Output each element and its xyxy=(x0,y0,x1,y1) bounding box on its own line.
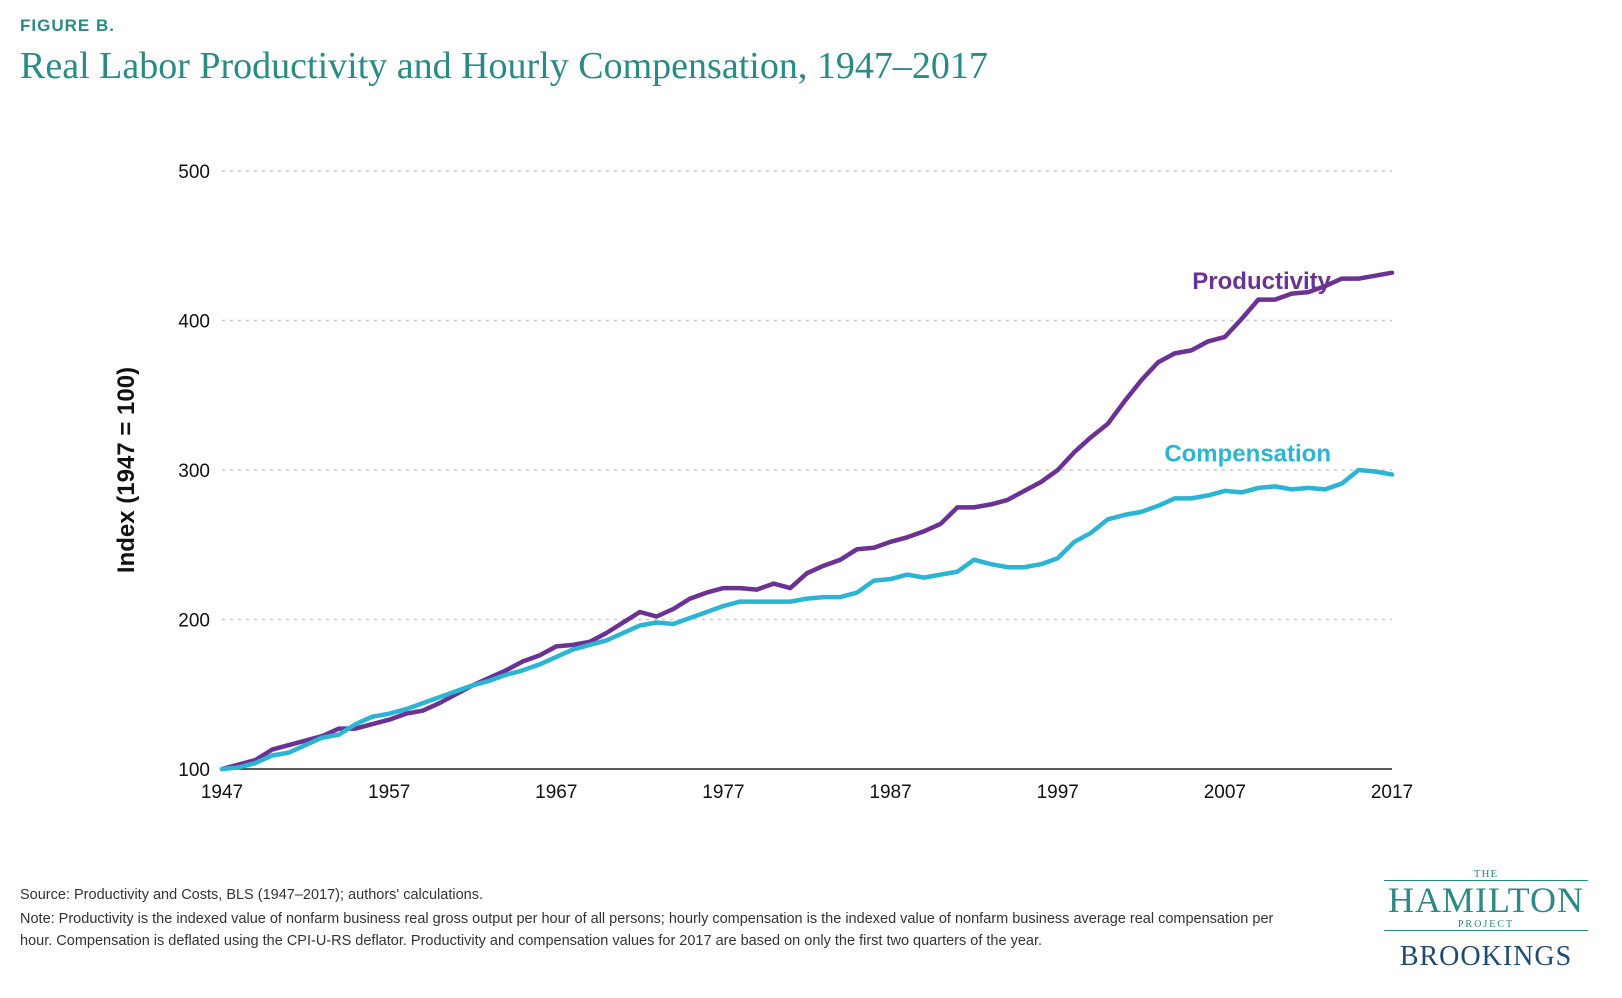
y-tick-label: 200 xyxy=(178,611,210,632)
logo-hamilton-box: HAMILTON PROJECT xyxy=(1384,880,1588,931)
x-tick-label: 1947 xyxy=(201,782,243,803)
y-tick-label: 400 xyxy=(178,312,210,333)
logo-brookings: BROOKINGS xyxy=(1399,941,1573,972)
chart-axes: 100 200 300 400 500 1947 1957 1967 1977 1987 1997 2… xyxy=(178,162,1413,803)
logo-hamilton: HAMILTON xyxy=(1387,880,1584,920)
x-tick-label: 2017 xyxy=(1371,782,1413,803)
logo-the: THE xyxy=(1473,868,1499,880)
logo-project: PROJECT xyxy=(1457,919,1515,930)
publisher-logo: THE HAMILTON PROJECT BROOKINGS xyxy=(1376,868,1596,978)
series-line-compensation xyxy=(219,467,1395,772)
methodology-note: Note: Productivity is the indexed value … xyxy=(20,911,1274,949)
y-axis-label: Index (1947 = 100) xyxy=(113,367,140,573)
series-labels: Productivity Compensation xyxy=(1164,268,1331,467)
series-label-compensation: Compensation xyxy=(1164,441,1331,468)
x-tick-label: 1967 xyxy=(535,782,577,803)
y-tick-label: 500 xyxy=(178,162,210,183)
chart-title: Real Labor Productivity and Hourly Compe… xyxy=(20,45,988,87)
chart-footer: Source: Productivity and Costs, BLS (194… xyxy=(20,884,1290,952)
x-tick-label: 1977 xyxy=(702,782,744,803)
x-tick-label: 1957 xyxy=(368,782,410,803)
y-tick-label: 100 xyxy=(178,760,210,781)
source-note: Source: Productivity and Costs, BLS (194… xyxy=(20,887,483,903)
x-tick-label: 2007 xyxy=(1204,782,1246,803)
grid-lines xyxy=(222,170,1392,621)
x-tick-label: 1987 xyxy=(869,782,911,803)
y-tick-label: 300 xyxy=(178,461,210,482)
x-tick-label: 1997 xyxy=(1037,782,1079,803)
line-chart: 100 200 300 400 500 1947 1957 1967 1977 1987 1997 2… xyxy=(113,162,1413,803)
series-line-productivity xyxy=(219,270,1395,772)
figure-label: FIGURE B. xyxy=(20,16,115,35)
chart-series xyxy=(219,270,1395,772)
series-label-productivity: Productivity xyxy=(1192,268,1331,295)
